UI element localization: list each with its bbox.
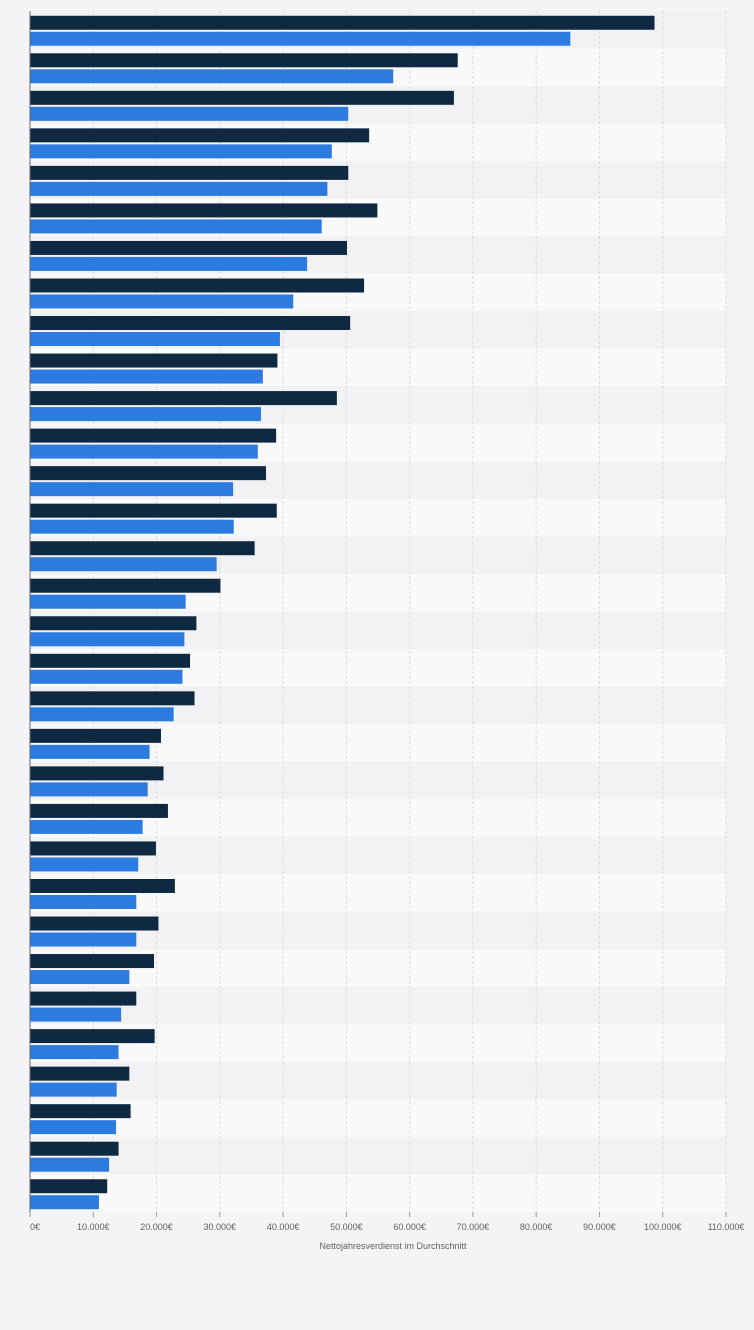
bar [30, 1045, 119, 1060]
row-band [30, 1099, 726, 1137]
bar [30, 391, 337, 406]
bar [30, 916, 159, 931]
bar [30, 1195, 99, 1210]
bar [30, 316, 351, 331]
bar [30, 541, 255, 556]
bar [30, 53, 458, 68]
bar [30, 31, 571, 46]
bar [30, 691, 195, 706]
bar [30, 1104, 131, 1119]
bar [30, 578, 221, 593]
bar [30, 594, 186, 609]
bar [30, 841, 156, 856]
bar [30, 707, 174, 722]
bar [30, 369, 263, 384]
tick-label: 60.000€ [393, 1222, 426, 1232]
bar [30, 1157, 110, 1172]
tick-label: 10.000€ [77, 1222, 110, 1232]
bar [30, 878, 175, 893]
bar [30, 1082, 117, 1097]
bar [30, 90, 454, 105]
bar [30, 466, 267, 481]
bar [30, 165, 349, 180]
bar [30, 294, 294, 309]
bar [30, 503, 277, 518]
bar [30, 1066, 130, 1081]
bar [30, 991, 137, 1006]
bar [30, 954, 155, 969]
bar [30, 128, 370, 143]
bar [30, 444, 258, 459]
bar [30, 332, 280, 347]
tick-label: 30.000€ [204, 1222, 237, 1232]
bar [30, 219, 322, 234]
row-band [30, 1061, 726, 1100]
bar [30, 203, 378, 218]
bar [30, 519, 234, 534]
bar [30, 1120, 117, 1135]
tick-label: 100.000€ [644, 1222, 682, 1232]
tick-label: 90.000€ [583, 1222, 616, 1232]
bar [30, 15, 655, 30]
row-band [30, 1136, 726, 1175]
bar [30, 766, 164, 781]
bar [30, 803, 168, 818]
bar [30, 69, 394, 84]
bar [30, 894, 137, 909]
bar [30, 728, 161, 743]
row-band [30, 986, 726, 1025]
tick-label: 80.000€ [520, 1222, 553, 1232]
bar [30, 1179, 108, 1194]
bar [30, 970, 130, 985]
tick-label: 40.000€ [267, 1222, 300, 1232]
bar [30, 482, 234, 497]
bar [30, 1029, 155, 1044]
bar [30, 1141, 119, 1156]
bar [30, 857, 139, 872]
tick-label: 70.000€ [457, 1222, 490, 1232]
bar [30, 353, 278, 368]
bar [30, 1007, 122, 1022]
bar [30, 616, 197, 631]
bar [30, 557, 217, 572]
tick-label: 50.000€ [330, 1222, 363, 1232]
bar [30, 106, 349, 121]
x-axis-title: Nettojahresverdienst im Durchschnitt [319, 1241, 467, 1251]
x-axis-ticks: 0€ 10.000€ 20.000€ 30.000€ 40.000€ 50.000€ 60.… [29, 1212, 745, 1232]
bar [30, 819, 143, 834]
bar [30, 782, 148, 797]
bar [30, 407, 261, 422]
bar [30, 932, 137, 947]
tick-label: 0€ [30, 1222, 40, 1232]
row-band [30, 1174, 726, 1212]
bar [30, 744, 150, 759]
tick-label: 110.000€ [708, 1222, 745, 1232]
bar [30, 144, 332, 159]
bar [30, 256, 308, 271]
bar [30, 278, 365, 293]
bar [30, 669, 183, 684]
bar [30, 181, 328, 196]
bar [30, 240, 347, 255]
tick-label: 20.000€ [140, 1222, 173, 1232]
bar [30, 653, 191, 668]
bars [30, 15, 655, 1210]
bar [30, 428, 277, 443]
bar [30, 632, 185, 647]
